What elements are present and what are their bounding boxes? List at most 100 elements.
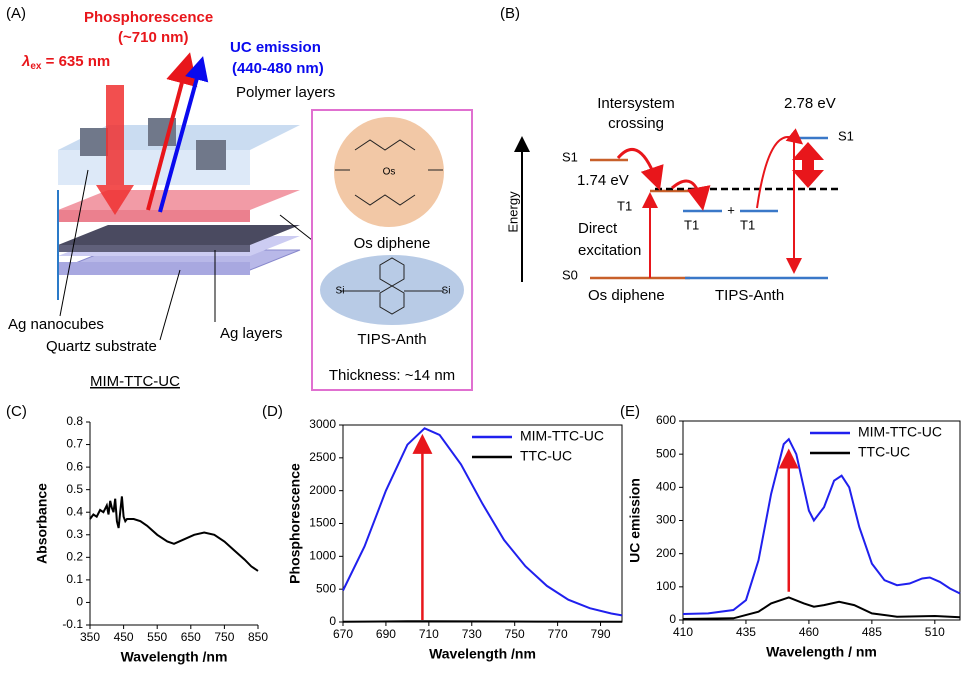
x-axis-label: Wavelength /nm	[121, 649, 228, 665]
quartz-side	[58, 262, 250, 275]
x-tick-label: 850	[248, 630, 268, 644]
panel-b: (B) Energy Intersystem crossing 2.78 eV …	[500, 5, 854, 304]
x-tick-label: 350	[80, 630, 100, 644]
charts: (C) (D) (E) -0.100.10.20.30.40.50.60.70.…	[6, 403, 960, 665]
label: T1	[684, 217, 699, 232]
legend-label: MIM-TTC-UC	[858, 424, 942, 440]
nanocube	[196, 140, 226, 170]
label: Ag layers	[220, 325, 283, 342]
x-tick-label: 510	[925, 625, 945, 639]
ag-side	[58, 245, 250, 252]
y-tick-label: 0.5	[66, 482, 83, 496]
axis-label: Energy	[505, 191, 520, 233]
label: T1	[617, 198, 632, 213]
x-tick-label: 670	[333, 627, 353, 641]
atom: Si	[442, 286, 451, 297]
x-axis-label: Wavelength / nm	[766, 644, 877, 660]
sub: ex	[30, 61, 42, 72]
figure: (A) Phosphorescence (~710 nm) UC emissio…	[0, 0, 964, 675]
x-tick-label: 750	[214, 630, 234, 644]
series-line	[343, 621, 622, 622]
text: = 635 nm	[41, 53, 110, 70]
legend-label: TTC-UC	[858, 444, 910, 460]
nanocube	[80, 128, 108, 156]
x-tick-label: 770	[548, 627, 568, 641]
label: 2.78 eV	[784, 95, 836, 112]
label: Quartz substrate	[46, 338, 157, 355]
y-tick-label: 1500	[309, 516, 336, 530]
y-tick-label: 0.1	[66, 572, 83, 586]
label: Os diphene	[588, 287, 665, 304]
y-tick-label: 500	[656, 446, 676, 460]
y-tick-label: 0.6	[66, 459, 83, 473]
y-tick-label: 400	[656, 480, 676, 494]
y-tick-label: 3000	[309, 417, 336, 431]
x-tick-label: 650	[181, 630, 201, 644]
y-axis-label: Absorbance	[34, 483, 50, 564]
plot-frame	[683, 421, 960, 620]
label: TIPS-Anth	[715, 287, 784, 304]
panel-label: (C)	[6, 403, 27, 420]
y-tick-label: 0.7	[66, 437, 83, 451]
x-tick-label: 550	[147, 630, 167, 644]
gap-arrow	[792, 142, 824, 188]
label: Intersystem	[597, 95, 675, 112]
y-axis-label: UC emission	[627, 478, 643, 563]
label: Direct	[578, 220, 618, 237]
active-side	[58, 210, 250, 222]
uc-label: UC emission	[230, 39, 321, 56]
phos-range: (~710 nm)	[118, 29, 188, 46]
x-tick-label: 690	[376, 627, 396, 641]
y-tick-label: 200	[656, 546, 676, 560]
label: S1	[562, 149, 578, 164]
series-line	[683, 439, 960, 614]
y-tick-label: 300	[656, 513, 676, 527]
label: 1.74 eV	[577, 172, 629, 189]
x-axis-label: Wavelength /nm	[429, 646, 536, 662]
x-tick-label: 435	[736, 625, 756, 639]
active-layer	[58, 190, 300, 210]
y-tick-label: 1000	[309, 549, 336, 563]
y-tick-label: 0	[329, 614, 336, 628]
panel-a: (A) Phosphorescence (~710 nm) UC emissio…	[6, 5, 472, 390]
panel-label: (B)	[500, 5, 520, 22]
y-tick-label: 0	[669, 612, 676, 626]
series-line	[90, 496, 258, 571]
atom: Os	[383, 167, 396, 178]
y-tick-label: 0.3	[66, 527, 83, 541]
y-tick-label: 0.2	[66, 550, 83, 564]
leader	[160, 270, 180, 340]
y-tick-label: 0	[76, 595, 83, 609]
y-tick-label: 2500	[309, 450, 336, 464]
y-tick-label: 600	[656, 413, 676, 427]
series-line	[683, 597, 960, 619]
y-tick-label: 0.8	[66, 414, 83, 428]
phos-label: Phosphorescence	[84, 9, 213, 26]
uc-range: (440-480 nm)	[232, 60, 324, 77]
x-tick-label: 410	[673, 625, 693, 639]
x-tick-label: 710	[419, 627, 439, 641]
label: S1	[838, 128, 854, 143]
y-tick-label: 100	[656, 579, 676, 593]
y-tick-label: 0.4	[66, 504, 83, 518]
tet-arrow	[672, 181, 702, 205]
x-tick-label: 460	[799, 625, 819, 639]
label: TIPS-Anth	[357, 331, 426, 348]
x-tick-label: 450	[114, 630, 134, 644]
label: +	[727, 202, 735, 217]
label: crossing	[608, 115, 664, 132]
label: Os diphene	[354, 235, 431, 252]
label: excitation	[578, 242, 641, 259]
label: T1	[740, 217, 755, 232]
y-axis-label: Phosphorescence	[287, 463, 303, 584]
x-tick-label: 730	[462, 627, 482, 641]
panel-label: (A)	[6, 5, 26, 22]
x-tick-label: 790	[591, 627, 611, 641]
label: Thickness: ~14 nm	[329, 367, 455, 384]
legend-label: TTC-UC	[520, 448, 572, 464]
legend-label: MIM-TTC-UC	[520, 428, 604, 444]
panel-label: (D)	[262, 403, 283, 420]
y-tick-label: -0.1	[62, 617, 83, 631]
plot-frame	[343, 425, 622, 622]
label: S0	[562, 267, 578, 282]
